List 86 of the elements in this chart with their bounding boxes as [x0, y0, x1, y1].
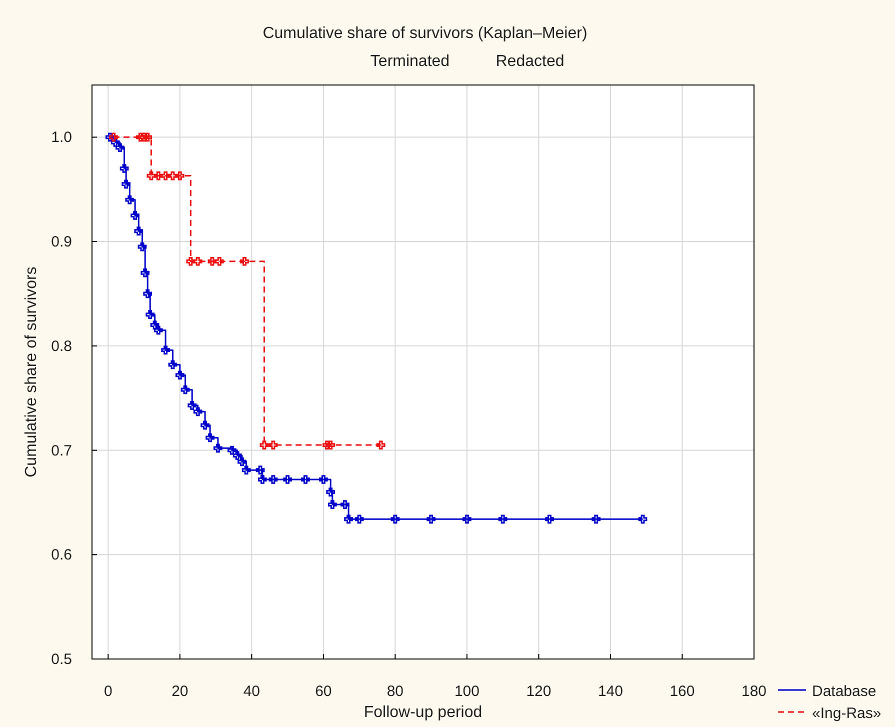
x-tick-label: 20 — [172, 683, 188, 700]
point — [462, 514, 472, 524]
point — [109, 132, 118, 142]
y-tick-label: 0.5 — [51, 651, 72, 668]
point — [426, 514, 436, 524]
point — [140, 268, 150, 278]
point — [376, 440, 386, 450]
chart-title: Cumulative share of survivors (Kaplan–Meier) — [262, 25, 588, 42]
point — [193, 256, 202, 266]
point — [200, 420, 210, 430]
point — [193, 407, 202, 416]
point — [228, 446, 236, 455]
point — [130, 211, 140, 220]
point — [242, 466, 251, 475]
x-tick-label: 100 — [454, 683, 480, 700]
point — [136, 132, 145, 142]
point — [138, 242, 147, 252]
point — [232, 451, 242, 460]
point — [168, 171, 178, 180]
point — [143, 132, 152, 142]
point — [161, 171, 170, 180]
point — [146, 171, 156, 180]
x-tick-label: 0 — [104, 683, 112, 700]
x-tick-label: 80 — [386, 683, 404, 700]
point — [260, 440, 269, 450]
text: Redacted — [496, 53, 564, 70]
point — [592, 514, 601, 524]
point — [240, 256, 249, 266]
y-tick-label: 0.6 — [51, 546, 72, 564]
x-tick-label: 180 — [741, 683, 767, 700]
point — [186, 256, 196, 266]
point — [322, 440, 332, 450]
point — [319, 475, 328, 484]
y-tick-label: 0.8 — [51, 338, 72, 355]
point — [134, 226, 144, 236]
point — [344, 514, 353, 524]
x-tick-label: 140 — [598, 683, 623, 700]
text: Terminated — [370, 53, 450, 70]
point — [188, 400, 197, 410]
point — [256, 466, 265, 475]
y-axis-title: Cumulative share of survivors — [23, 266, 40, 478]
y-tick-label: 1.0 — [51, 129, 72, 146]
point — [168, 360, 178, 370]
point — [638, 514, 648, 524]
point — [301, 475, 310, 484]
point — [283, 475, 292, 484]
point — [180, 385, 190, 394]
point — [268, 475, 278, 484]
point — [116, 143, 124, 152]
point — [106, 132, 114, 142]
point — [340, 500, 350, 509]
point — [122, 180, 131, 189]
x-axis-title: Follow-up period — [364, 704, 482, 721]
point — [545, 514, 554, 524]
point — [498, 514, 508, 524]
x-tick-label: 40 — [243, 683, 260, 700]
point — [206, 433, 214, 442]
legend-label: Database — [812, 683, 876, 700]
point — [390, 514, 400, 524]
point — [175, 171, 184, 180]
point — [146, 310, 155, 320]
point — [143, 289, 152, 298]
point — [326, 440, 336, 450]
point — [268, 440, 278, 450]
point — [150, 320, 160, 330]
point — [154, 171, 163, 180]
point — [214, 256, 224, 266]
point — [354, 514, 364, 524]
point — [161, 346, 170, 355]
point — [125, 195, 134, 204]
y-tick-label: 0.7 — [51, 442, 72, 460]
point — [328, 500, 337, 509]
x-tick-label: 120 — [526, 683, 552, 700]
point — [120, 164, 129, 173]
point — [140, 132, 148, 142]
x-tick-label: 160 — [670, 683, 695, 700]
point — [238, 457, 246, 466]
point — [175, 370, 184, 380]
point — [208, 256, 217, 266]
legend-label: «Ing-Ras» — [812, 705, 882, 722]
point — [326, 488, 336, 496]
point — [154, 326, 163, 335]
point — [258, 475, 267, 484]
point — [214, 444, 222, 453]
x-tick-label: 60 — [315, 683, 332, 700]
y-tick-label: 0.9 — [51, 234, 72, 251]
